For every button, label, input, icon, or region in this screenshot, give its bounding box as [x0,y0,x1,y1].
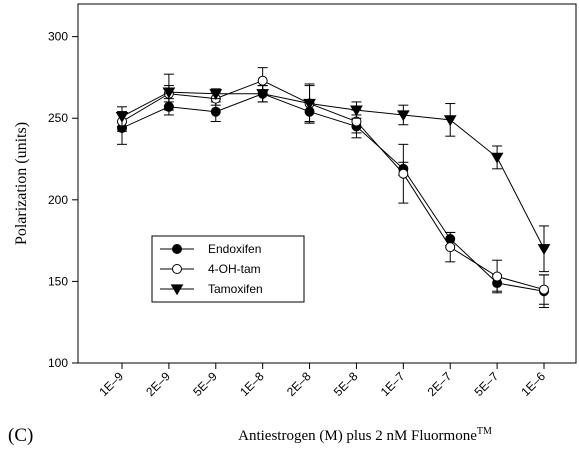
x-axis-label-main: Antiestrogen (M) plus 2 nM Fluormone [238,428,477,444]
x-axis-label-superscript: TM [477,426,492,437]
data-point [445,242,456,253]
series-line [121,93,545,292]
data-point [443,115,457,127]
data-point [398,168,409,179]
y-tick-label: 150 [48,274,68,288]
x-tick-label: 2E–9 [143,369,173,399]
legend-marker [172,244,182,254]
legend-label: Endoxifen [208,242,261,256]
series-line [121,91,545,250]
legend: Endoxifen 4-OH-tam Tamoxifen [151,235,305,303]
data-point [210,106,221,117]
axes: 100 150 200 250 300 1E–9 2E–9 5E–9 1E–8 2E–8 5E–8 1… [48,3,577,399]
legend-label: 4-OH-tam [208,262,261,276]
y-tick-label: 300 [48,30,68,44]
data-point [256,89,270,100]
data-point [350,105,363,117]
y-axis-label: Polarization (units) [13,122,30,245]
series-layer [115,67,551,309]
panel-label: (C) [8,425,33,446]
data-point [537,244,551,255]
y-tick-label: 200 [48,193,68,207]
series-tamoxifen [115,73,551,273]
x-axis-label: Antiestrogen (M) plus 2 nM FluormoneTM [238,426,492,444]
data-point [115,111,129,123]
x-tick-label: 2E–7 [425,369,455,399]
data-point [539,284,549,295]
x-tick-label: 1E–6 [518,369,548,399]
x-tick-label: 5E–7 [472,369,502,399]
data-point [209,89,223,100]
x-tick-label: 5E–9 [190,369,220,399]
data-point [257,75,268,86]
x-tick-label: 1E–7 [378,369,408,399]
x-tick-label: 1E–8 [237,369,267,399]
y-tick-label: 100 [48,356,68,370]
x-tick-label: 5E–8 [331,369,361,399]
legend-label: Tamoxifen [208,282,263,296]
y-tick-label: 250 [48,111,68,125]
data-point [492,271,503,282]
x-tick-label: 2E–8 [284,369,314,399]
x-tick-label: 1E–9 [96,369,126,399]
data-point [162,87,176,99]
data-point [396,110,410,122]
data-point [490,152,504,164]
legend-marker [172,264,182,274]
legend-marker [170,284,184,296]
plot-frame [77,3,577,364]
data-point [303,98,316,110]
series-line [121,80,545,291]
